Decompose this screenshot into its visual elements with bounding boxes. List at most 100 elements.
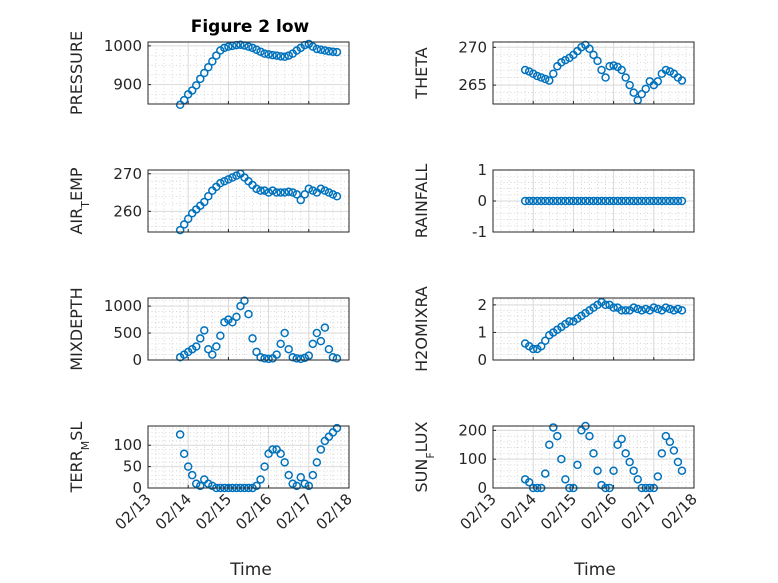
axes-frame [492,169,695,233]
data-point [541,74,550,84]
y-axis-label: AIRTEMP [67,167,92,234]
data-point [252,45,261,54]
data-point [669,306,679,315]
y-axis-label: TERRMSL [67,422,92,494]
data-point [653,77,663,86]
data-point [593,56,602,66]
data-point [328,190,338,199]
data-point [601,300,610,310]
data-point [617,434,626,444]
data-point [565,196,574,206]
data-point [260,462,269,471]
data-point [536,341,546,351]
data-point [216,331,225,340]
y-tick-label: 270 [458,38,487,56]
data-point [585,196,594,206]
data-point [179,449,189,459]
data-point [320,46,330,55]
data-point [191,81,201,90]
y-axis-label: MIXDEPTH [67,287,86,370]
data-point [228,318,237,327]
data-point [312,44,322,54]
data-point [292,354,301,363]
data-point [613,196,622,206]
data-point [621,73,630,82]
data-point [601,196,610,206]
data-point [669,446,679,455]
y-tick-label: 900 [113,76,142,94]
x-tick-label: 02/15 [192,490,235,533]
y-axis-label: RAINFALL [412,164,431,239]
data-point [248,43,257,53]
data-point [304,481,314,491]
x-tick-label: 02/14 [497,490,540,533]
data-point [276,449,285,459]
data-point [609,466,618,475]
data-point [520,65,530,75]
data-point [280,458,289,467]
y-axis-label: SUNFLUX [412,421,437,492]
data-point [561,196,570,206]
data-point [284,51,293,60]
data-point [661,65,671,75]
y-tick-label: 0 [477,192,487,210]
data-point [621,196,630,206]
data-point [228,173,237,182]
data-point [605,196,614,206]
data-point [657,449,667,458]
data-point [183,462,193,471]
data-point [312,328,322,338]
data-point [204,344,213,354]
axes-frame [492,425,695,489]
data-point [541,336,550,345]
data-point [549,196,558,206]
data-point [256,475,265,484]
data-point [288,188,297,197]
data-point [324,344,334,354]
data-point [673,457,683,467]
data-point [669,196,679,206]
data-point [280,188,289,197]
data-point [191,342,201,351]
y-tick-label: 0 [477,479,487,497]
data-point [585,431,594,441]
data-point [532,71,542,81]
data-point [196,74,205,84]
data-point [276,188,285,197]
data-point [665,304,675,314]
data-point [545,196,554,206]
data-point [541,469,550,478]
data-point [673,196,683,206]
data-point [536,196,546,206]
axes-frame [492,297,695,361]
data-point [232,312,241,322]
data-point [268,445,277,454]
data-point [296,354,306,364]
data-point [264,50,273,59]
x-axis-label-right: Time [573,560,616,580]
data-point [573,460,582,470]
data-point [629,196,638,206]
data-point [260,186,269,195]
data-point [677,196,687,206]
data-point [617,65,626,75]
y-tick-label: 0 [132,479,142,497]
data-point [625,457,634,467]
data-point [204,192,213,201]
x-tick-label: 02/17 [617,490,660,533]
data-point [677,306,687,315]
data-point [272,188,281,197]
y-tick-label: 0 [132,351,142,369]
subplot-1: 900 1000 PRESSURE [67,31,350,115]
data-point [332,423,342,433]
data-point [585,44,594,54]
data-point [573,196,582,206]
data-point [665,437,675,447]
data-point [187,86,197,95]
data-point [288,353,297,362]
axes-background [147,169,350,233]
data-point [549,423,558,432]
data-point [528,196,538,206]
data-point [557,196,566,206]
